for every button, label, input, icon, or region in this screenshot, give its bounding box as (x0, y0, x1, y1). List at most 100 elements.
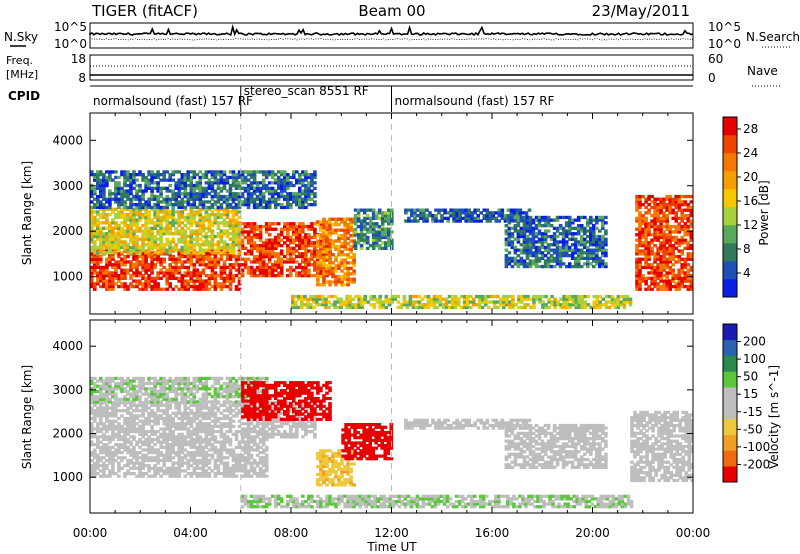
heatmap-cell (502, 297, 506, 301)
heatmap-cell (186, 279, 191, 283)
heatmap-cell (219, 451, 224, 455)
heatmap-cell (126, 215, 130, 220)
heatmap-cell (159, 178, 163, 182)
heatmap-cell (201, 186, 206, 190)
colorbar-tick-label: 28 (743, 122, 758, 136)
heatmap-cell (150, 237, 154, 241)
heatmap-cell (216, 178, 221, 182)
heatmap-cell (177, 276, 181, 280)
heatmap-cell (653, 284, 657, 289)
heatmap-cell (298, 197, 302, 201)
heatmap-cell (174, 232, 178, 236)
heatmap-cell (419, 211, 423, 215)
heatmap-cell (331, 231, 335, 235)
heatmap-cell (662, 197, 666, 201)
heatmap-cell (207, 466, 212, 470)
heatmap-cell (102, 192, 106, 196)
heatmap-cell (228, 218, 233, 222)
heatmap-cell (138, 186, 142, 190)
heatmap-cell (123, 175, 127, 180)
heatmap-cell (198, 170, 203, 174)
heatmap-cell (195, 183, 200, 188)
heatmap-cell (234, 229, 239, 233)
heatmap-cell (147, 226, 151, 230)
heatmap-cell (213, 215, 218, 220)
heatmap-cell (343, 225, 347, 230)
heatmap-cell (231, 226, 236, 230)
heatmap-cell (222, 218, 227, 222)
heatmap-cell (222, 170, 227, 174)
heatmap-cell (689, 214, 693, 218)
heatmap-cell (552, 237, 557, 241)
heatmap-cell (141, 178, 145, 182)
heatmap-cell (425, 214, 429, 218)
heatmap-cell (144, 276, 148, 280)
heatmap-cell (147, 213, 151, 217)
heatmap-cell (219, 443, 224, 447)
heatmap-cell (531, 234, 536, 239)
heatmap-cell (240, 246, 245, 250)
heatmap-cell (390, 208, 394, 212)
heatmap-cell (123, 213, 127, 217)
heatmap-cell (150, 189, 154, 193)
heatmap-cell (102, 175, 106, 180)
heatmap-cell (598, 305, 603, 310)
heatmap-cell (295, 178, 299, 182)
heatmap-cell (301, 181, 305, 185)
heatmap-cell (315, 294, 319, 299)
heatmap-cell (216, 183, 221, 188)
heatmap-cell (213, 287, 218, 291)
heatmap-cell (180, 254, 185, 259)
heatmap-cell (177, 279, 181, 283)
heatmap-cell (325, 280, 329, 284)
heatmap-cell (249, 241, 254, 245)
heatmap-cell (114, 251, 118, 255)
heatmap-cell (114, 175, 118, 180)
heatmap-cell (249, 453, 254, 457)
heatmap-cell (255, 448, 260, 452)
heatmap-cell (504, 256, 509, 260)
heatmap-cell (114, 237, 118, 241)
heatmap-cell (123, 445, 127, 449)
heatmap-cell (298, 224, 302, 229)
heatmap-cell (390, 216, 394, 220)
heatmap-cell (219, 203, 224, 207)
heatmap-cell (201, 215, 206, 220)
heatmap-cell (108, 279, 112, 283)
heatmap-cell (337, 217, 341, 221)
heatmap-cell (114, 197, 118, 201)
heatmap-cell (665, 263, 669, 267)
heatmap-cell (243, 224, 248, 229)
heatmap-cell (674, 224, 678, 229)
heatmap-cell (204, 445, 209, 449)
heatmap-cell (174, 263, 178, 267)
heatmap-cell (490, 294, 494, 299)
heatmap-cell (126, 213, 130, 217)
heatmap-cell (517, 305, 521, 310)
heatmap-cell (453, 300, 458, 304)
heatmap-cell (108, 175, 112, 180)
heatmap-cell (192, 186, 197, 190)
heatmap-cell (316, 266, 320, 270)
noise-search-label: N.Search (746, 30, 800, 44)
heatmap-cell (577, 297, 581, 301)
heatmap-cell (273, 189, 278, 193)
heatmap-cell (243, 257, 248, 261)
heatmap-cell (264, 274, 269, 278)
heatmap-cell (171, 192, 175, 196)
heatmap-cell (677, 216, 681, 220)
heatmap-cell (686, 263, 691, 267)
heatmap-cell (644, 235, 648, 240)
heatmap-cell (674, 254, 678, 259)
heatmap-cell (635, 216, 639, 220)
heatmap-cell (540, 240, 545, 244)
heatmap-cell (102, 469, 106, 473)
heatmap-cell (93, 205, 97, 210)
heatmap-cell (174, 210, 178, 214)
heatmap-cell (522, 251, 527, 255)
heatmap-cell (99, 213, 103, 217)
heatmap-cell (219, 461, 224, 465)
heatmap-cell (279, 186, 284, 190)
heatmap-cell (138, 437, 142, 442)
heatmap-cell (592, 240, 596, 244)
